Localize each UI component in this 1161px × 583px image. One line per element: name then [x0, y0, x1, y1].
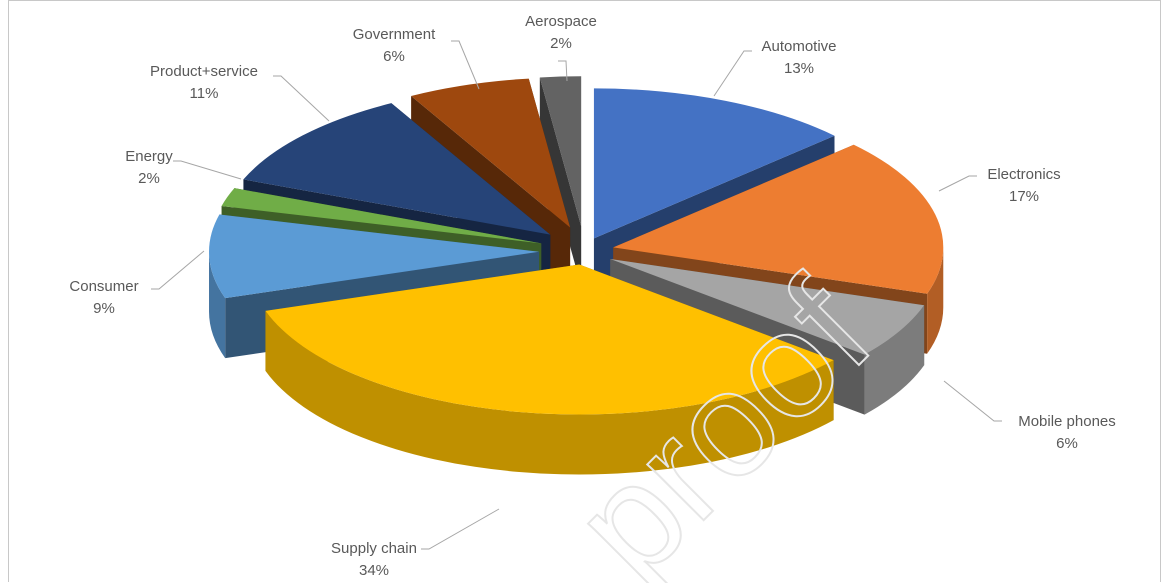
slice-label-electronics: Electronics [987, 166, 1060, 183]
slice-pct-supply-chain: 34% [359, 562, 389, 579]
leader-line-supply-chain [421, 508, 500, 550]
slice-label-energy: Energy [125, 148, 173, 165]
slice-top [209, 214, 540, 299]
slice-top [613, 144, 944, 294]
slice-top [221, 188, 542, 244]
slice-label-automotive: Automotive [761, 38, 836, 55]
slice-pct-product-service: 11% [190, 85, 219, 102]
slice-outer-wall [209, 251, 226, 359]
labels-layer: Automotive 13% Electronics 17% Mobile phones… [69, 13, 1115, 579]
pie-chart: Automotive 13% Electronics 17% Mobile phones… [69, 13, 1115, 583]
slice-top [243, 103, 551, 235]
slice-top [411, 78, 571, 228]
slice-outer-wall [864, 305, 925, 415]
chart-frame: Automotive 13% Electronics 17% Mobile phones… [8, 0, 1161, 583]
slice-label-mobile-phones: Mobile phones [1018, 413, 1116, 430]
slices-layer [209, 76, 944, 475]
leader-line-electronics [938, 175, 977, 192]
slice-pct-energy: 2% [138, 170, 160, 187]
slice-label-aerospace: Aerospace [525, 13, 597, 30]
leader-line-product-service [273, 75, 330, 122]
slice-label-government: Government [353, 26, 436, 43]
leader-line-consumer [151, 250, 205, 290]
leader-line-government [451, 40, 480, 90]
slice-pct-government: 6% [383, 48, 405, 65]
leader-line-mobile-phones [943, 380, 1002, 422]
slice-outer-wall [927, 247, 944, 354]
slice-top [265, 264, 834, 415]
leader-line-automotive [713, 50, 752, 97]
slice-pct-consumer: 9% [93, 300, 115, 317]
slice-wall [539, 77, 582, 287]
slice-label-supply-chain: Supply chain [331, 540, 417, 557]
slice-top [539, 76, 582, 227]
slice-pct-electronics: 17% [1009, 188, 1039, 205]
leader-line-energy [173, 160, 242, 180]
slice-pct-automotive: 13% [784, 60, 814, 77]
slice-label-product-service: Product+service [150, 63, 258, 80]
slice-label-consumer: Consumer [69, 278, 138, 295]
slice-pct-mobile-phones: 6% [1056, 435, 1078, 452]
slice-pct-aerospace: 2% [550, 35, 572, 52]
pie-slice-aerospace [539, 76, 582, 287]
slice-outer-wall [265, 310, 834, 475]
slice-top [610, 258, 925, 355]
pie-slice-supply-chain [265, 264, 834, 475]
leader-line-aerospace [558, 60, 568, 82]
slice-top [593, 88, 835, 239]
